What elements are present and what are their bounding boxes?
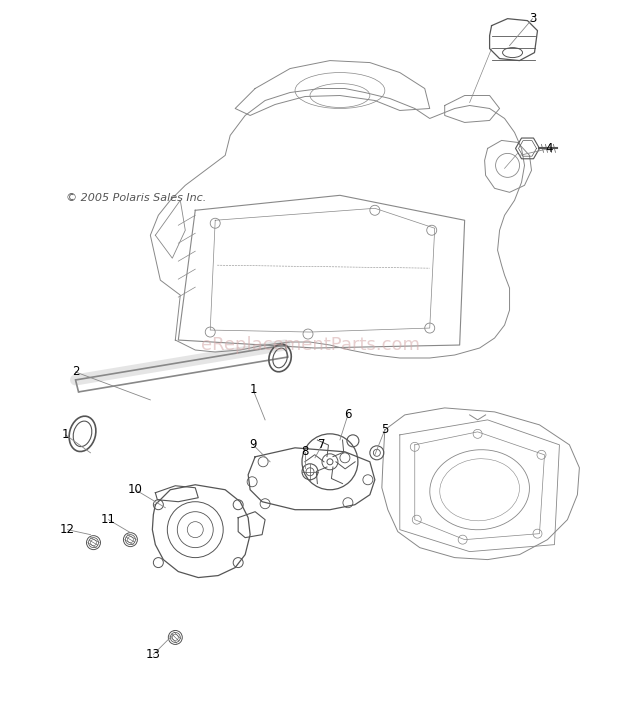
Text: © 2005 Polaris Sales Inc.: © 2005 Polaris Sales Inc. [66, 194, 206, 204]
Text: 1: 1 [62, 429, 69, 441]
Text: 13: 13 [146, 648, 161, 661]
Text: 5: 5 [381, 424, 389, 436]
Text: 1: 1 [249, 384, 257, 397]
Text: 6: 6 [344, 409, 352, 422]
Text: 4: 4 [546, 142, 553, 155]
Text: 3: 3 [529, 12, 536, 25]
Text: 2: 2 [72, 365, 79, 379]
Text: 9: 9 [249, 439, 257, 451]
Text: 7: 7 [318, 439, 326, 451]
Text: 8: 8 [301, 445, 309, 459]
Text: 11: 11 [101, 513, 116, 526]
Text: 12: 12 [60, 523, 75, 536]
Text: 10: 10 [128, 483, 143, 496]
Text: eReplacementParts.com: eReplacementParts.com [200, 336, 420, 355]
